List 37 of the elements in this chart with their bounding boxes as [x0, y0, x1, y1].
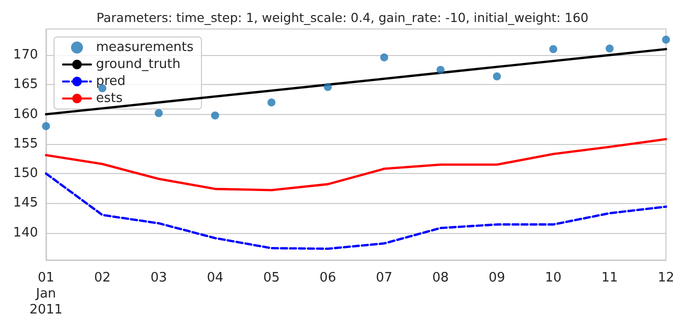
- x-tick-label: 06: [320, 270, 336, 286]
- x-tick-label: 08: [432, 270, 449, 286]
- point: [662, 36, 670, 44]
- x-tick-label: 11: [601, 270, 618, 286]
- x-tick-label: 12: [658, 270, 674, 286]
- y-tick-label: 160: [13, 106, 38, 122]
- x-tick-label: 03: [150, 270, 167, 286]
- point: [324, 83, 332, 92]
- x-tick-label: 09: [488, 270, 506, 286]
- x-tick-label: 04: [206, 270, 224, 286]
- point: [42, 122, 50, 130]
- legend-label: ests: [96, 91, 123, 106]
- legend-label: ground_truth: [96, 57, 181, 72]
- line-series: [44, 138, 668, 192]
- point: [549, 45, 558, 54]
- y-tick-label: 140: [13, 225, 38, 240]
- line-series: [44, 172, 668, 250]
- point: [211, 111, 220, 120]
- y-tick-label: 155: [13, 136, 38, 152]
- chart-title: Parameters: time_step: 1, weight_scale: 0.4, gain_rate: -10, initial_weight: 160: [96, 10, 589, 25]
- y-tick-label: 150: [13, 166, 38, 182]
- x-tick-label: 01 Jan 2011: [29, 270, 63, 318]
- x-tick-label: 07: [376, 270, 392, 286]
- x-tick-label: 02: [94, 270, 111, 286]
- point: [606, 44, 614, 53]
- point: [267, 98, 276, 106]
- x-tick-label: 05: [263, 270, 280, 286]
- y-tick-label: 145: [13, 196, 38, 211]
- x-tick-label: 10: [545, 270, 562, 286]
- y-tick-label: 170: [13, 48, 38, 63]
- point: [380, 53, 388, 62]
- legend-label: pred: [96, 74, 126, 89]
- point: [436, 66, 445, 74]
- point: [492, 72, 501, 80]
- y-tick-label: 165: [13, 77, 38, 92]
- legend-label: measurements: [96, 40, 194, 55]
- point: [154, 109, 163, 118]
